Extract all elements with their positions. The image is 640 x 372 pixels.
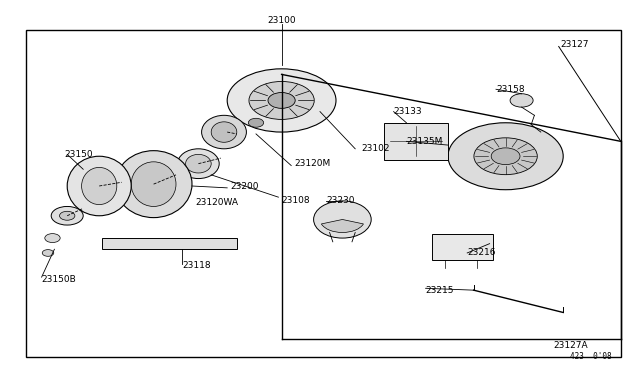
Text: 23158: 23158: [496, 85, 525, 94]
FancyBboxPatch shape: [384, 123, 448, 160]
Bar: [432, 234, 493, 260]
Circle shape: [42, 250, 54, 256]
Text: 23150: 23150: [64, 150, 93, 159]
Ellipse shape: [202, 115, 246, 149]
Circle shape: [51, 206, 83, 225]
Ellipse shape: [131, 162, 176, 206]
Ellipse shape: [115, 151, 192, 218]
Text: 23118: 23118: [182, 262, 211, 270]
Text: 23100: 23100: [268, 16, 296, 25]
Text: 23215: 23215: [426, 286, 454, 295]
Text: 423  0'08: 423 0'08: [570, 352, 611, 361]
Text: 23216: 23216: [467, 248, 496, 257]
Bar: [26, 30, 621, 357]
Ellipse shape: [211, 122, 237, 142]
Text: 23135M: 23135M: [406, 137, 443, 146]
Text: 23150B: 23150B: [42, 275, 76, 283]
Circle shape: [268, 93, 295, 108]
Circle shape: [448, 123, 563, 190]
Circle shape: [60, 211, 75, 220]
Text: 23230: 23230: [326, 196, 355, 205]
Wedge shape: [321, 219, 364, 232]
Ellipse shape: [178, 149, 220, 179]
Circle shape: [510, 94, 533, 107]
Text: 23120WA: 23120WA: [195, 198, 238, 207]
Circle shape: [492, 148, 520, 165]
Text: 23102: 23102: [362, 144, 390, 153]
Text: 23127A: 23127A: [554, 341, 588, 350]
Circle shape: [474, 138, 538, 175]
Ellipse shape: [314, 201, 371, 238]
Text: 23133: 23133: [394, 107, 422, 116]
Circle shape: [249, 81, 314, 119]
Text: 23120M: 23120M: [294, 159, 331, 168]
Text: 23127: 23127: [560, 40, 589, 49]
Ellipse shape: [186, 154, 211, 173]
Polygon shape: [102, 238, 237, 249]
Ellipse shape: [82, 167, 117, 205]
Text: 23108: 23108: [282, 196, 310, 205]
Text: 23200: 23200: [230, 182, 259, 190]
Circle shape: [248, 118, 264, 127]
Ellipse shape: [67, 156, 131, 216]
Circle shape: [227, 69, 336, 132]
Circle shape: [45, 234, 60, 243]
